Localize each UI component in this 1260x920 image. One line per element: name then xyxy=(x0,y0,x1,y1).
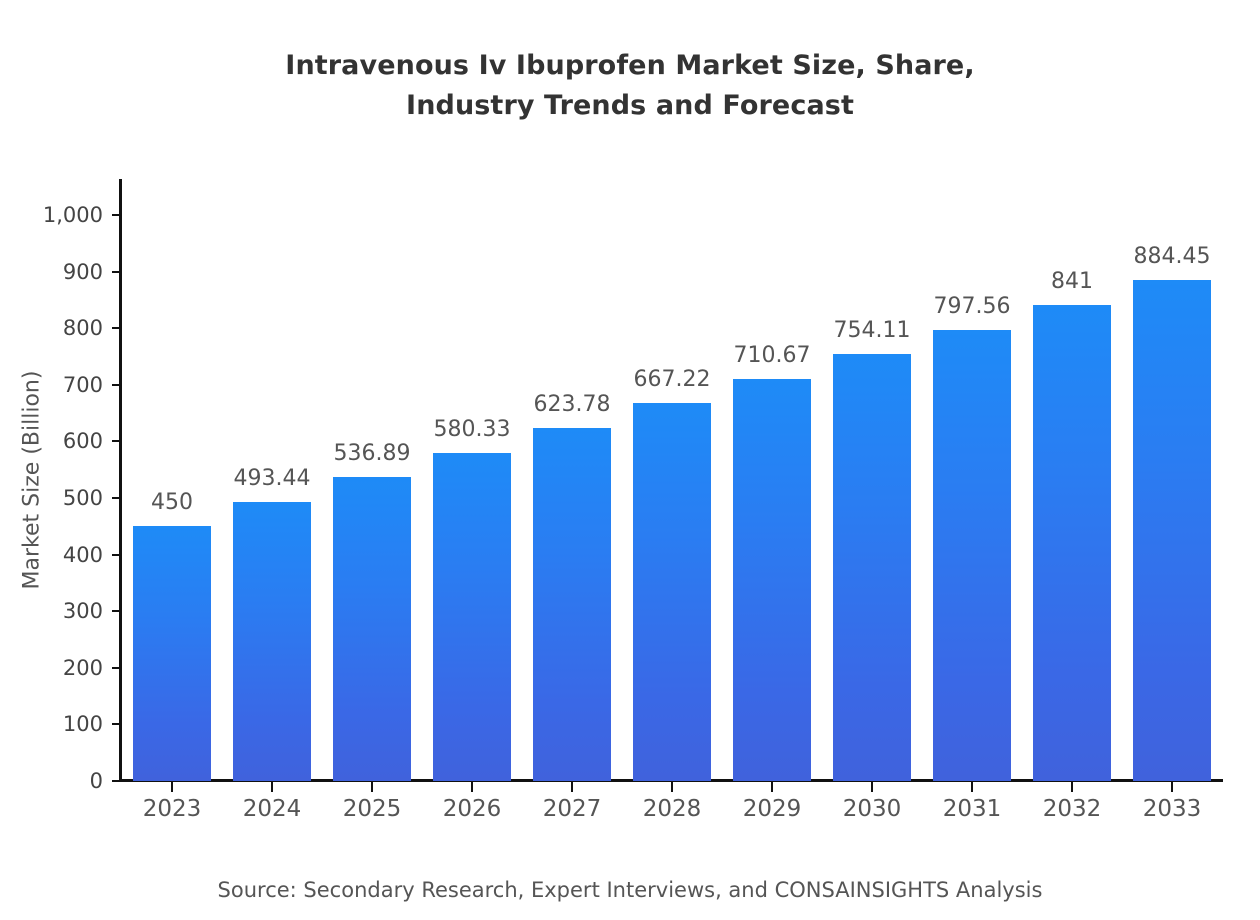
y-axis-tick-label: 1,000 xyxy=(42,203,103,227)
x-axis-tick xyxy=(171,782,173,792)
y-axis-tick xyxy=(112,383,121,386)
bar-value-label: 667.22 xyxy=(633,367,711,393)
y-axis-tick-label: 900 xyxy=(62,259,103,284)
bar-value-label: 450 xyxy=(151,490,193,516)
y-axis-tick-label: 300 xyxy=(62,599,103,624)
y-axis-tick xyxy=(112,270,121,273)
y-axis-tick-label: 0 xyxy=(89,769,103,793)
x-axis-tick-label: 2027 xyxy=(542,796,602,822)
x-axis-tick-label: 2032 xyxy=(1042,796,1102,822)
chart-title: Intravenous Iv Ibuprofen Market Size, Sh… xyxy=(285,50,975,121)
x-axis-tick xyxy=(771,782,773,792)
y-axis-tick xyxy=(112,440,121,443)
y-axis-tick xyxy=(112,327,121,330)
bar-value-label: 884.45 xyxy=(1133,244,1211,270)
x-axis-tick-label: 2029 xyxy=(742,796,802,822)
bar[interactable] xyxy=(632,403,712,781)
bar-value-label: 493.44 xyxy=(233,465,311,491)
x-axis-tick xyxy=(1071,782,1073,792)
y-axis-tick xyxy=(112,553,121,556)
y-axis-tick-label: 100 xyxy=(62,712,103,737)
plot-area xyxy=(120,180,1222,781)
x-axis-tick xyxy=(371,782,373,792)
y-axis-tick xyxy=(112,610,121,613)
x-axis-tick-label: 2023 xyxy=(142,796,202,822)
y-axis-tick xyxy=(112,214,121,216)
y-axis-tick xyxy=(112,497,121,499)
y-axis-tick xyxy=(112,780,121,782)
y-axis-tick-label: 600 xyxy=(62,429,103,454)
y-axis-tick-label: 700 xyxy=(62,372,103,397)
bar-value-label: 710.67 xyxy=(733,342,811,368)
bar[interactable] xyxy=(732,378,812,781)
bar[interactable] xyxy=(532,427,612,781)
bar-value-label: 754.11 xyxy=(833,318,911,344)
y-axis-tick-label: 500 xyxy=(62,486,103,510)
x-axis-tick-label: 2033 xyxy=(1142,796,1202,822)
bar[interactable] xyxy=(832,354,912,781)
bar[interactable] xyxy=(432,452,512,781)
x-axis-tick xyxy=(1171,782,1173,792)
x-axis-tick-label: 2028 xyxy=(642,796,702,822)
y-axis-tick xyxy=(112,666,121,669)
bar-value-label: 580.33 xyxy=(433,416,511,442)
bar-value-label: 841 xyxy=(1051,268,1093,294)
bar[interactable] xyxy=(132,526,212,781)
bar[interactable] xyxy=(232,501,312,781)
y-axis-tick-label: 400 xyxy=(62,542,103,567)
bar[interactable] xyxy=(932,329,1012,781)
bar[interactable] xyxy=(332,477,412,781)
x-axis-tick xyxy=(671,782,673,792)
y-axis-tick-label: 200 xyxy=(62,655,103,680)
bar-value-label: 797.56 xyxy=(933,293,1011,319)
x-axis-tick-label: 2026 xyxy=(442,796,502,822)
y-axis-tick xyxy=(112,723,121,726)
x-axis-tick xyxy=(271,782,273,792)
source-note: Source: Secondary Research, Expert Inter… xyxy=(217,878,1043,902)
bar-value-label: 536.89 xyxy=(333,441,411,467)
x-axis-tick xyxy=(571,782,573,792)
y-axis-title: Market Size (Billion) xyxy=(19,370,45,590)
y-axis-spine xyxy=(119,179,122,782)
bar[interactable] xyxy=(1132,280,1212,781)
x-axis-tick xyxy=(971,782,973,792)
x-axis-tick-label: 2030 xyxy=(842,796,902,822)
y-axis-tick-label: 800 xyxy=(62,316,103,341)
x-axis-tick-label: 2025 xyxy=(342,796,402,822)
x-axis-tick-label: 2031 xyxy=(942,796,1002,822)
x-axis-tick xyxy=(471,782,473,792)
bar[interactable] xyxy=(1032,305,1112,781)
x-axis-tick xyxy=(871,782,873,792)
bar-value-label: 623.78 xyxy=(533,391,611,417)
x-axis-tick-label: 2024 xyxy=(242,796,302,822)
